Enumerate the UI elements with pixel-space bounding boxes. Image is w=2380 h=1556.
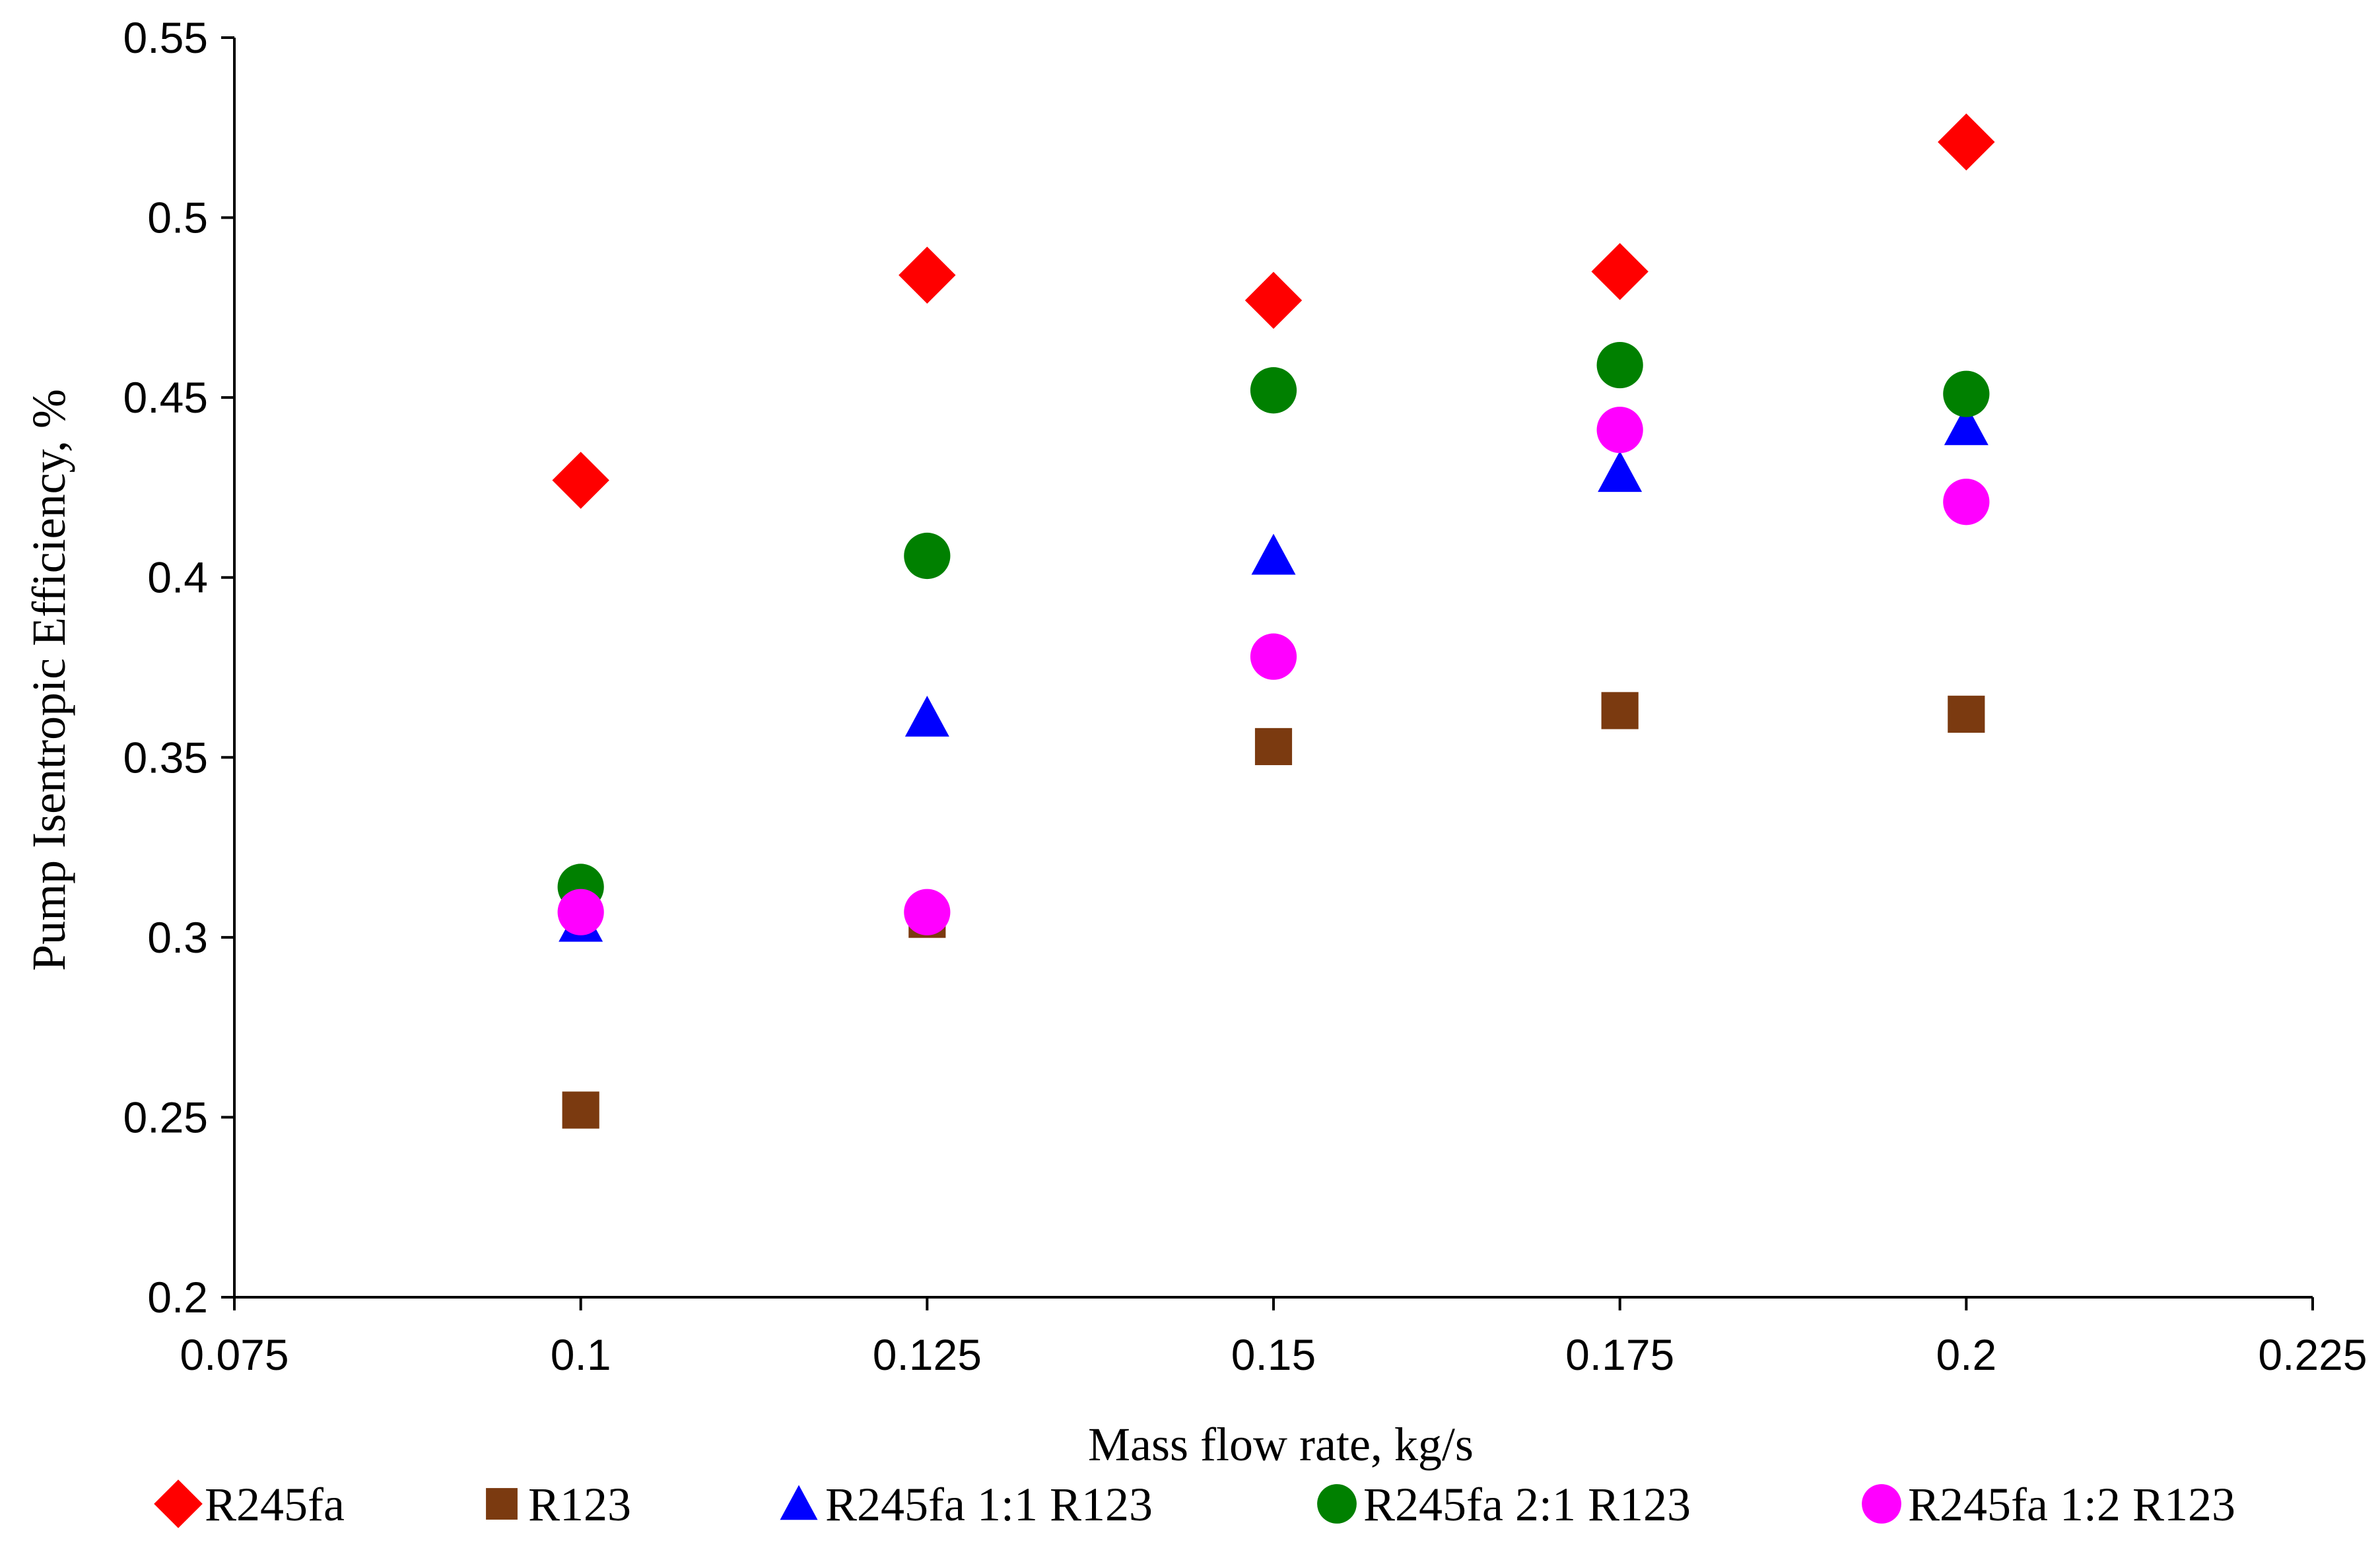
legend-marker	[780, 1485, 818, 1520]
x-tick-label: 0.15	[1231, 1330, 1316, 1379]
y-axis-title: Pump Isentropic Efficiency, %	[22, 389, 75, 971]
data-point	[1944, 404, 1989, 446]
y-axis: 0.2 0.25 0.3 0.35 0.4 0.45 0.5 0.55	[123, 13, 236, 1322]
data-markers	[552, 113, 1995, 1129]
x-tick-label: 0.175	[1565, 1330, 1674, 1379]
legend-marker	[486, 1488, 518, 1520]
legend-item: R245fa	[154, 1478, 345, 1531]
x-tick-label: 0.2	[1936, 1330, 1996, 1379]
data-point	[1254, 727, 1293, 766]
legend-label: R123	[528, 1478, 631, 1531]
y-tick-label: 0.4	[147, 553, 208, 602]
y-tick-label: 0.45	[123, 373, 208, 422]
legend-item: R245fa 1:2 R123	[1862, 1478, 2235, 1531]
legend-label: R245fa 1:2 R123	[1908, 1478, 2235, 1531]
data-point	[562, 1091, 599, 1129]
legend: R245fa R123 R245fa 1:1 R123 R245fa 2:1 R123…	[154, 1478, 2235, 1531]
y-tick-label: 0.25	[123, 1093, 208, 1141]
data-point	[1251, 533, 1296, 575]
y-tick-label: 0.3	[147, 913, 208, 962]
plot-area: 0.2 0.25 0.3 0.35 0.4 0.45 0.5 0.55 0.075 0.1 0.1…	[123, 13, 2367, 1379]
legend-label: R245fa	[205, 1478, 345, 1531]
x-axis-title: Mass flow rate, kg/s	[1088, 1418, 1474, 1471]
y-tick-label: 0.5	[147, 193, 208, 242]
data-point	[1250, 367, 1297, 414]
series-0	[552, 113, 1995, 509]
data-point	[1250, 633, 1297, 680]
data-point	[552, 452, 609, 509]
data-point	[1943, 370, 1990, 417]
data-point	[1943, 479, 1990, 525]
data-point	[1591, 243, 1649, 300]
x-tick-label: 0.1	[551, 1330, 611, 1379]
legend-marker	[154, 1479, 203, 1528]
legend-label: R245fa 1:1 R123	[825, 1478, 1153, 1531]
y-tick-label: 0.2	[147, 1273, 208, 1322]
x-tick-label: 0.125	[873, 1330, 982, 1379]
y-tick-label: 0.55	[123, 13, 208, 62]
legend-marker	[1317, 1484, 1357, 1524]
y-tick-label: 0.35	[123, 733, 208, 782]
data-point	[904, 889, 951, 935]
legend-item: R123	[486, 1478, 631, 1531]
data-point	[899, 246, 956, 304]
data-point	[1596, 341, 1643, 389]
data-point	[1596, 407, 1643, 454]
legend-item: R245fa 2:1 R123	[1317, 1478, 1691, 1531]
data-point	[1938, 113, 1995, 171]
data-point	[557, 889, 604, 935]
x-tick-label: 0.225	[2258, 1330, 2367, 1379]
legend-marker	[1862, 1484, 1901, 1524]
data-point	[1598, 451, 1643, 492]
series-4	[557, 407, 1990, 935]
series-3	[557, 341, 1990, 910]
data-point	[1948, 695, 1985, 733]
data-point	[1601, 692, 1639, 729]
x-tick-label: 0.075	[180, 1330, 289, 1379]
data-point	[1244, 271, 1303, 329]
legend-label: R245fa 2:1 R123	[1363, 1478, 1691, 1531]
legend-item: R245fa 1:1 R123	[780, 1478, 1153, 1531]
series-1	[562, 692, 1985, 1129]
data-point	[904, 695, 949, 737]
x-axis: 0.075 0.1 0.125 0.15 0.175 0.2 0.225	[180, 1296, 2367, 1379]
data-point	[904, 532, 951, 580]
